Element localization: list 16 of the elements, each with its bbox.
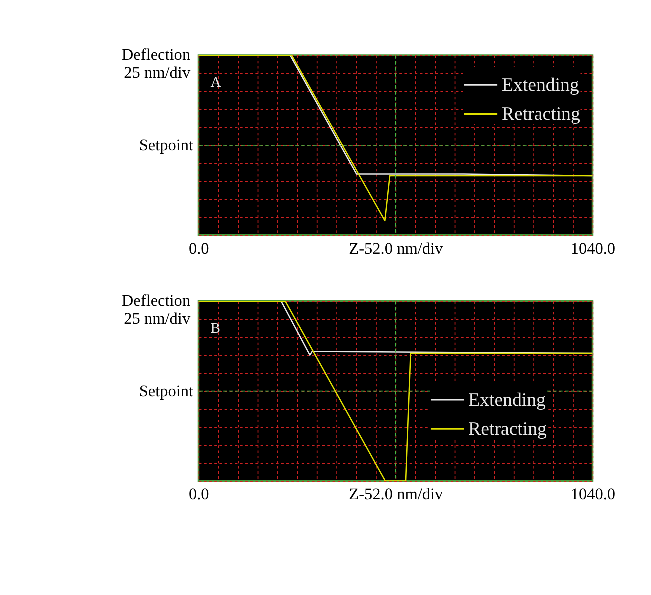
legend-label: Retracting bbox=[468, 418, 548, 440]
ref-line-label: Setpoint bbox=[139, 382, 194, 400]
x-axis-title: Z-52.0 nm/div bbox=[349, 486, 444, 504]
x-tick-label: 0.0 bbox=[188, 240, 210, 258]
legend-label: Retracting bbox=[502, 104, 581, 126]
y-axis-title: Deflection 25 nm/div bbox=[122, 46, 192, 82]
legend-label: Extending bbox=[468, 390, 547, 411]
legend-label: Extending bbox=[502, 75, 580, 96]
ref-line-label: Setpoint bbox=[139, 136, 194, 155]
y-axis-title: Deflection 25 nm/div bbox=[122, 292, 192, 328]
x-tick-label: 1040.0 bbox=[570, 240, 616, 258]
x-axis-title: Z-52.0 nm/div bbox=[349, 240, 444, 258]
annotation: A bbox=[210, 75, 222, 92]
x-tick-label: 1040.0 bbox=[570, 486, 616, 504]
x-tick-label: 0.0 bbox=[188, 486, 210, 504]
annotation: B bbox=[210, 321, 220, 338]
